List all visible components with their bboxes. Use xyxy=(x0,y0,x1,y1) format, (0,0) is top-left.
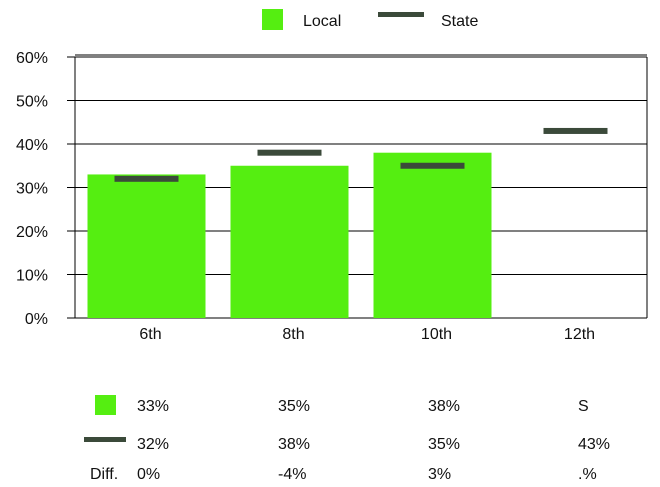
table-diff-cell: 3% xyxy=(428,466,451,483)
legend-state-label: State xyxy=(441,13,478,30)
state-marker xyxy=(400,162,465,169)
y-tick-label: 50% xyxy=(16,94,48,111)
y-axis-tick-labels: 0% 10% 20% 30% 40% 50% 60% xyxy=(16,50,48,328)
y-tick-label: 60% xyxy=(16,50,48,67)
local-bars xyxy=(87,152,492,318)
x-tick-label: 6th xyxy=(139,326,161,343)
y-tick-label: 0% xyxy=(25,311,48,328)
y-tick-label: 10% xyxy=(16,268,48,285)
x-axis-tick-labels: 6th 8th 10th 12th xyxy=(139,326,595,343)
y-tick-label: 40% xyxy=(16,137,48,154)
table-diff-cell: 0% xyxy=(137,466,160,483)
table-state-cell: 35% xyxy=(428,436,460,453)
table-cells: 33% 35% 38% S 32% 38% 35% 43% 0% -4% 3%.% xyxy=(137,398,610,483)
table-local-cell: 38% xyxy=(428,398,460,415)
table-diff-cell: -4% xyxy=(278,466,306,483)
local-bar xyxy=(87,174,206,318)
data-table: Diff. 33% 35% 38% S 32% 38% 35% 43% 0% -4% 3%.% xyxy=(84,395,610,483)
table-local-swatch xyxy=(95,395,116,415)
table-state-cell: 43% xyxy=(578,436,610,453)
table-state-cell: 38% xyxy=(278,436,310,453)
legend-local-swatch xyxy=(262,9,283,30)
legend: Local State xyxy=(262,9,478,30)
table-state-swatch xyxy=(84,437,126,442)
table-local-cell: 35% xyxy=(278,398,310,415)
table-local-cell: 33% xyxy=(137,398,169,415)
local-bar xyxy=(373,152,492,318)
legend-state-swatch xyxy=(378,12,424,17)
y-tick-label: 30% xyxy=(16,181,48,198)
table-diff-cell: .% xyxy=(578,466,597,483)
table-state-cell: 32% xyxy=(137,436,169,453)
state-markers xyxy=(114,127,608,182)
x-tick-label: 10th xyxy=(421,326,452,343)
state-marker xyxy=(543,127,608,134)
table-local-cell: S xyxy=(578,398,589,415)
x-tick-label: 12th xyxy=(564,326,595,343)
state-marker xyxy=(257,149,322,156)
table-diff-label: Diff. xyxy=(90,466,118,483)
legend-local-label: Local xyxy=(303,13,341,30)
local-bar xyxy=(230,165,349,318)
x-tick-label: 8th xyxy=(282,326,304,343)
state-marker xyxy=(114,175,179,182)
y-tick-label: 20% xyxy=(16,224,48,241)
